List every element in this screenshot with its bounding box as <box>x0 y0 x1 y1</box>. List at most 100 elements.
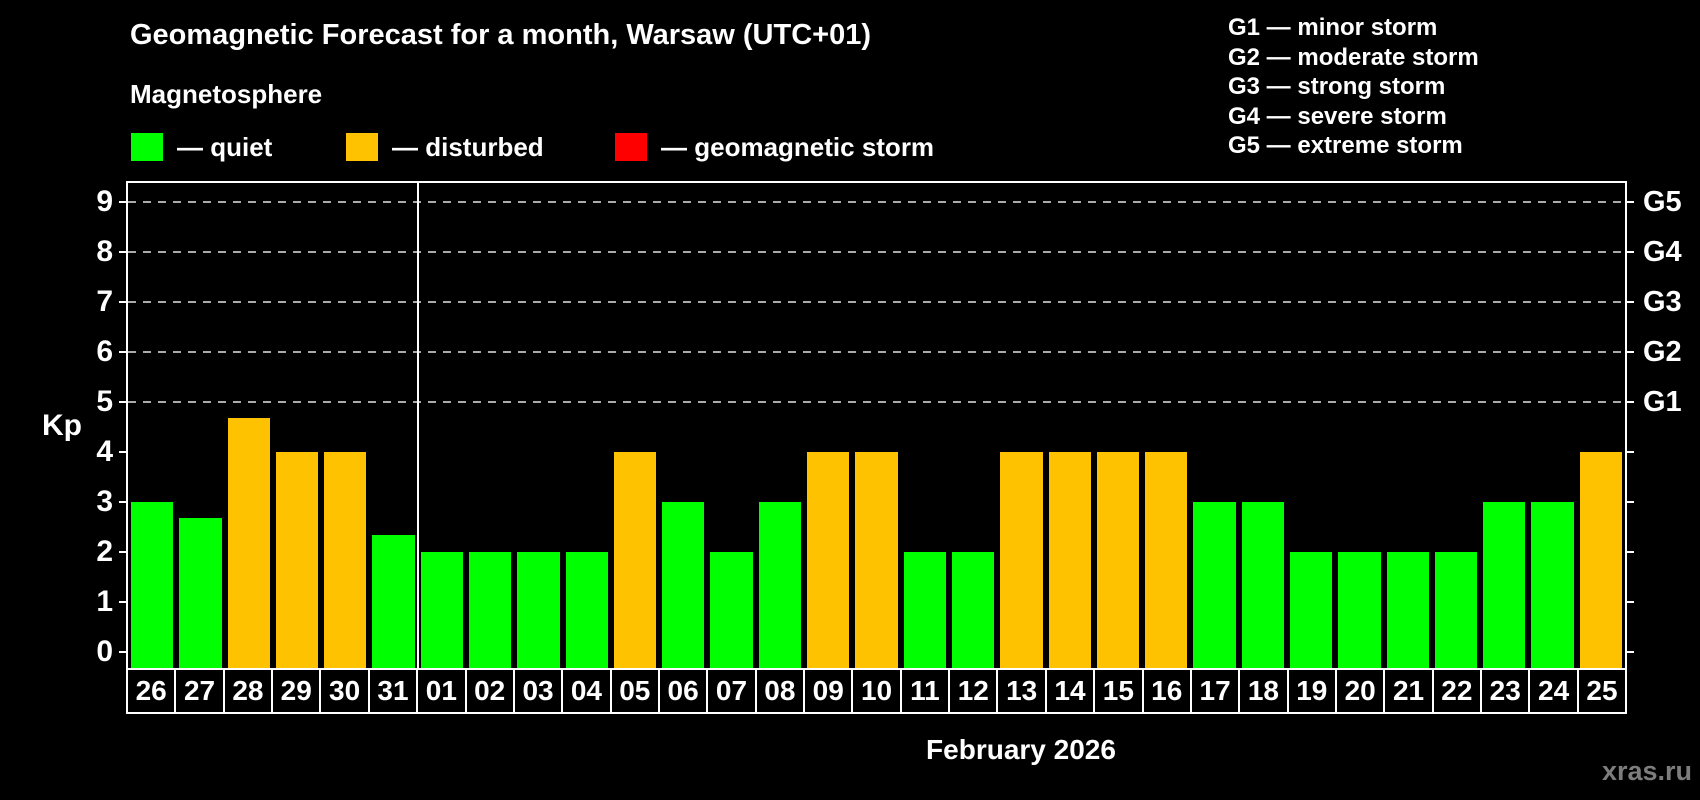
y-tick-left-2 <box>119 550 128 553</box>
bar-day-21 <box>1386 551 1429 668</box>
y-axis-label-7: 7 <box>96 284 113 318</box>
bar-day-14 <box>1048 451 1091 668</box>
bar-day-18 <box>1241 501 1284 668</box>
y-axis-label-3: 3 <box>96 484 113 518</box>
bar-day-22 <box>1434 551 1478 668</box>
bar-day-11 <box>903 551 946 668</box>
legend-label-disturbed: — disturbed <box>392 131 544 162</box>
bar-day-03 <box>517 551 560 668</box>
g-scale-label-G4: G4 <box>1643 235 1682 268</box>
date-cell-23: 23 <box>1480 670 1528 712</box>
y-tick-left-3 <box>119 500 128 503</box>
date-cell-22: 22 <box>1431 670 1480 712</box>
y-tick-right-3 <box>1625 500 1634 503</box>
y-tick-right-8 <box>1625 250 1634 253</box>
y-tick-right-7 <box>1625 300 1634 303</box>
date-cell-29: 29 <box>271 670 319 712</box>
date-cell-11: 11 <box>899 670 948 712</box>
g-scale-label-G3: G3 <box>1643 285 1682 318</box>
date-cell-31: 31 <box>367 670 416 712</box>
y-tick-left-1 <box>119 600 128 603</box>
y-tick-left-5 <box>119 400 128 403</box>
date-cell-18: 18 <box>1238 670 1286 712</box>
y-axis-label-6: 6 <box>96 334 113 368</box>
y-axis-label-2: 2 <box>96 534 113 568</box>
bar-day-13 <box>1000 451 1043 668</box>
gridline-kp6 <box>128 350 1625 353</box>
bar-day-24 <box>1531 501 1574 668</box>
date-cell-26: 26 <box>135 675 167 706</box>
bar-day-20 <box>1338 551 1381 668</box>
date-cell-28: 28 <box>222 670 271 712</box>
gridline-kp7 <box>128 300 1625 303</box>
chart-subtitle: Magnetosphere <box>130 79 323 109</box>
y-tick-right-2 <box>1625 550 1634 553</box>
bar-day-09 <box>807 451 850 668</box>
legend-item-quiet: — quiet <box>131 132 272 162</box>
gridline-kp8 <box>128 250 1625 253</box>
bar-day-06 <box>662 501 705 668</box>
storm-scale-entry: G2 — moderate storm <box>1228 43 1479 71</box>
date-cell-16: 16 <box>1141 670 1190 712</box>
storm-scale-entry: G4 — severe storm <box>1228 102 1447 130</box>
date-cell-15: 15 <box>1093 670 1141 712</box>
bar-day-17 <box>1193 501 1236 668</box>
y-axis-label-4: 4 <box>96 434 113 468</box>
bar-day-28 <box>227 418 270 668</box>
y-axis-title: Kp <box>42 409 82 442</box>
y-tick-left-7 <box>119 300 128 303</box>
bar-day-10 <box>855 451 898 668</box>
date-cell-21: 21 <box>1383 670 1431 712</box>
bar-day-25 <box>1579 451 1622 668</box>
bar-day-15 <box>1096 451 1140 668</box>
bar-day-30 <box>324 451 367 668</box>
date-cell-05: 05 <box>609 670 658 712</box>
bar-day-31 <box>372 535 415 668</box>
y-tick-left-4 <box>119 450 128 453</box>
bar-day-27 <box>179 518 222 668</box>
g-scale-label-G5: G5 <box>1643 185 1682 218</box>
bar-day-02 <box>469 551 512 668</box>
bar-day-12 <box>951 551 995 668</box>
month-separator-line <box>416 183 419 668</box>
date-cell-13: 13 <box>996 670 1044 712</box>
date-cell-04: 04 <box>561 670 609 712</box>
date-cell-12: 12 <box>948 670 996 712</box>
y-tick-right-9 <box>1625 200 1634 203</box>
date-cell-10: 10 <box>851 670 899 712</box>
date-cell-07: 07 <box>706 670 754 712</box>
storm-scale-entry: G1 — minor storm <box>1228 14 1438 41</box>
y-axis-label-1: 1 <box>96 584 113 618</box>
y-tick-left-8 <box>119 250 128 253</box>
legend-label-quiet: — quiet <box>177 131 273 162</box>
date-cell-27: 27 <box>174 670 222 712</box>
date-cell-24: 24 <box>1528 670 1576 712</box>
y-tick-left-9 <box>119 200 128 203</box>
storm-color-swatch <box>615 133 647 161</box>
bar-day-29 <box>275 451 319 668</box>
g-scale-label-G2: G2 <box>1643 335 1682 368</box>
gridline-kp5 <box>128 400 1625 403</box>
legend-label-storm: — geomagnetic storm <box>661 131 935 162</box>
bar-day-07 <box>710 551 753 668</box>
y-tick-right-6 <box>1625 350 1634 353</box>
bar-day-01 <box>420 551 464 668</box>
legend-item-storm: — geomagnetic storm <box>615 132 934 162</box>
date-cell-17: 17 <box>1189 670 1238 712</box>
date-cell-14: 14 <box>1044 670 1093 712</box>
x-axis-title: February 2026 <box>926 734 1116 765</box>
bar-day-23 <box>1483 501 1526 668</box>
bar-day-05 <box>613 451 657 668</box>
date-cell-01: 01 <box>416 670 464 712</box>
disturbed-color-swatch <box>346 133 378 161</box>
y-tick-right-5 <box>1625 400 1634 403</box>
y-tick-right-4 <box>1625 450 1634 453</box>
y-axis-label-9: 9 <box>96 184 113 218</box>
date-cell-30: 30 <box>319 670 367 712</box>
bar-day-16 <box>1145 451 1188 668</box>
bar-day-19 <box>1289 551 1333 668</box>
y-tick-left-0 <box>119 650 128 653</box>
y-tick-left-6 <box>119 350 128 353</box>
date-cell-06: 06 <box>657 670 706 712</box>
